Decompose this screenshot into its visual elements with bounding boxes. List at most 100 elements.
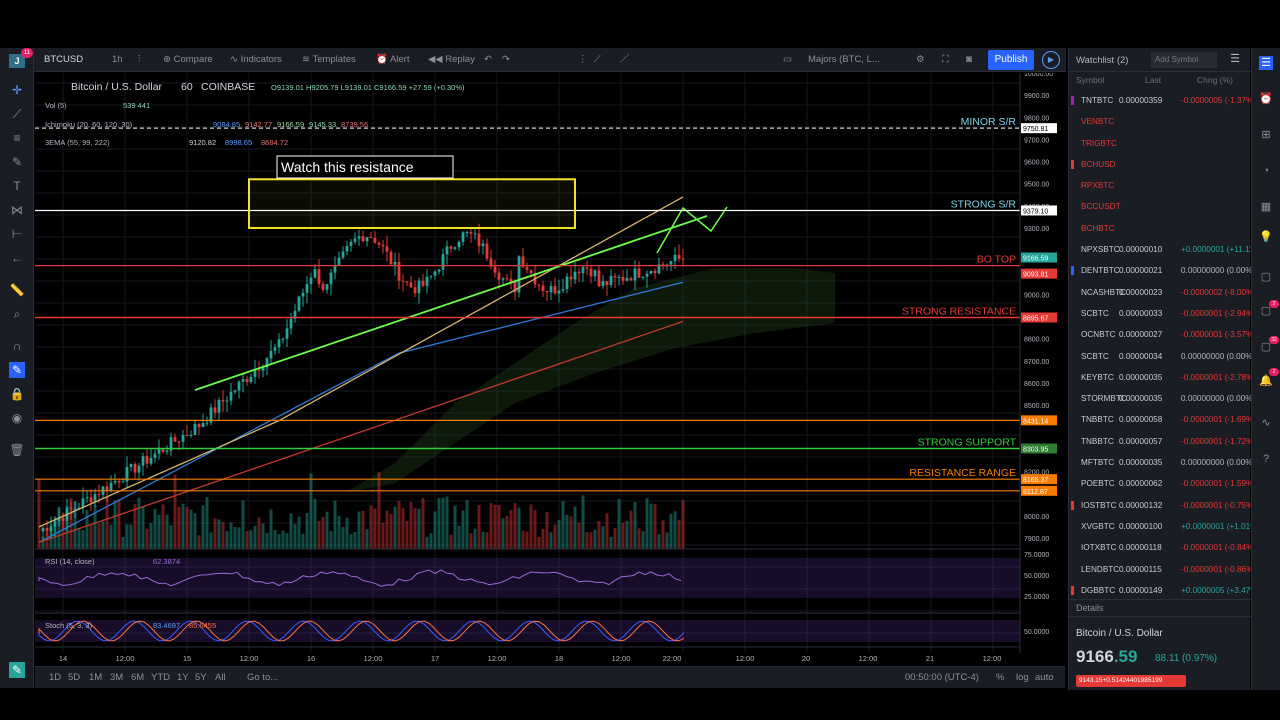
pattern-tool-icon[interactable]: ⟋ (594, 54, 601, 65)
log-toggle[interactable]: log (1016, 672, 1029, 683)
menu-icon[interactable]: ☰ (1230, 53, 1240, 65)
range-6m[interactable]: 6M (131, 672, 145, 683)
ideas-icon[interactable]: 💡 (1259, 231, 1273, 243)
brush-icon[interactable]: ✎ (11, 155, 23, 169)
publish-button[interactable]: Publish (988, 50, 1034, 70)
watchlist-row[interactable]: MFTBTC 0.00000035 0.00000000 (0.00%) (1069, 452, 1251, 473)
redo-icon[interactable]: ↷ (502, 54, 510, 65)
watchlist-row[interactable]: XVGBTC 0.00000100 +0.0000001 (+1.01%) (1069, 516, 1251, 537)
drag-handle-icon[interactable]: ⋮ (578, 54, 588, 65)
add-symbol-input[interactable]: Add Symbol (1151, 52, 1217, 68)
notifications-icon[interactable]: 🔔 (1259, 375, 1273, 387)
layout-icon[interactable]: ▭ (783, 54, 792, 65)
templates-button[interactable]: ≋ Templates (302, 54, 356, 65)
symbol-search[interactable]: BTCUSD (44, 54, 84, 65)
watchlist-icon[interactable]: ☰ (1259, 56, 1273, 70)
price-chart[interactable]: MINOR S/R STRONG S/R BO TOP STRONG RESISTAN… (35, 73, 1065, 665)
watchlist-row[interactable]: TNBBTC 0.00000057 -0.0000001 (-1.72%) (1069, 431, 1251, 452)
clock-readout[interactable]: 00:50:00 (UTC-4) (905, 672, 979, 683)
hotlist-icon[interactable]: ◔ (1262, 165, 1270, 177)
trash-icon[interactable]: 🗑 (9, 443, 25, 457)
watchlist-row[interactable]: TNBBTC 0.00000058 -0.0000001 (-1.69%) (1069, 409, 1251, 430)
watchlist-row[interactable]: DENTBTC 0.00000021 0.00000000 (0.00%) (1069, 260, 1251, 281)
watchlist-row[interactable]: NCASHBTC 0.00000023 -0.0000002 (-8.00%) (1069, 282, 1251, 303)
flag-icon[interactable] (1071, 585, 1074, 595)
watchlist-row[interactable]: LENDBTC 0.00000115 -0.0000001 (-0.86%) (1069, 559, 1251, 580)
layout-name[interactable]: Majors (BTC, L... (808, 54, 880, 65)
text-tool-icon[interactable]: T (13, 179, 21, 193)
app-logo-icon[interactable]: J (9, 54, 25, 68)
watchlist-row[interactable]: IOTXBTC 0.00000118 -0.0000001 (-0.84%) (1069, 537, 1251, 558)
watchlist-row[interactable]: BCCUSDT (1069, 196, 1251, 217)
range-1y[interactable]: 1Y (177, 672, 189, 683)
camera-icon[interactable]: ◙ (966, 54, 972, 65)
lock-drawing-icon[interactable]: ✎ (9, 362, 25, 378)
range-3m[interactable]: 3M (110, 672, 124, 683)
fullscreen-icon[interactable]: ⛶ (942, 54, 949, 65)
flag-icon[interactable] (1071, 159, 1074, 169)
watchlist-row[interactable]: IOSTBTC 0.00000132 -0.0000001 (-0.75%) (1069, 495, 1251, 516)
flag-icon[interactable] (1071, 96, 1074, 105)
percent-toggle[interactable]: % (996, 672, 1005, 683)
auto-toggle[interactable]: auto (1035, 672, 1054, 683)
zoom-icon[interactable]: ⌕ (13, 307, 21, 321)
range-5y[interactable]: 5Y (195, 672, 207, 683)
flag-icon[interactable] (1071, 500, 1074, 510)
compare-button[interactable]: ⊕ Compare (163, 54, 213, 65)
range-5d[interactable]: 5D (68, 672, 81, 683)
details-header[interactable]: Details (1069, 599, 1251, 617)
alert-button[interactable]: ⏰ Alert (376, 54, 410, 65)
watchlist-row[interactable]: SCBTC 0.00000034 0.00000000 (0.00%) (1069, 346, 1251, 367)
col-change[interactable]: Chng (%) (1197, 75, 1233, 85)
chat-icon[interactable]: ▢ (1260, 271, 1272, 283)
indicators-button[interactable]: ∿ Indicators (230, 54, 282, 65)
undo-icon[interactable]: ↶ (484, 54, 492, 65)
col-symbol[interactable]: Symbol (1076, 75, 1105, 85)
range-1m[interactable]: 1M (89, 672, 103, 683)
watchlist-title[interactable]: Watchlist (2) (1076, 55, 1129, 66)
lock-icon[interactable]: 🔒 (9, 387, 25, 401)
watchlist-row[interactable]: RPXBTC (1069, 175, 1251, 196)
magnet-icon[interactable]: ∩ (12, 339, 22, 353)
favorites-icon[interactable]: ✎ (9, 662, 25, 678)
pattern-icon[interactable]: ⋈ (11, 203, 23, 217)
range-1d[interactable]: 1D (49, 672, 62, 683)
calendar-icon[interactable]: ▦ (1260, 201, 1272, 213)
watchlist-row[interactable]: SCBTC 0.00000033 -0.0000001 (-2.94%) (1069, 303, 1251, 324)
streams-icon[interactable]: ▢ (1260, 305, 1272, 317)
watchlist-row[interactable]: VENBTC (1069, 111, 1251, 132)
trendline-icon[interactable]: ⟋ (12, 107, 22, 121)
ruler-icon[interactable]: 📏 (9, 283, 25, 297)
prediction-icon[interactable]: ⊢ (11, 227, 23, 241)
watchlist-row[interactable]: TNTBTC 0.00000359 -0.0000005 (-1.37%) (1069, 90, 1251, 111)
back-arrow-icon[interactable]: ← (11, 251, 23, 265)
fib-tool-icon[interactable]: ≡ (13, 131, 21, 145)
crosshair-icon[interactable]: ✛ (11, 83, 23, 97)
data-window-icon[interactable]: ⊞ (1261, 129, 1271, 141)
watchlist-row[interactable]: TRIGBTC (1069, 133, 1251, 154)
replay-button[interactable]: ◀◀ Replay (428, 54, 475, 65)
watchlist-row[interactable]: STORMBTC 0.00000035 0.00000000 (0.00%) (1069, 388, 1251, 409)
watchlist-row[interactable]: OCNBTC 0.00000027 -0.0000001 (-3.57%) (1069, 324, 1251, 345)
messages-icon[interactable]: ▢ (1260, 341, 1272, 353)
watchlist-row[interactable]: POEBTC 0.00000062 -0.0000001 (-1.59%) (1069, 473, 1251, 494)
gear-icon[interactable]: ⚙ (916, 54, 925, 65)
flag-icon[interactable] (1071, 266, 1074, 276)
range-all[interactable]: All (215, 672, 226, 683)
eye-icon[interactable]: ◉ (11, 411, 23, 425)
play-icon[interactable]: ▶ (1042, 51, 1060, 69)
range-ytd[interactable]: YTD (151, 672, 170, 683)
goto-button[interactable]: Go to... (247, 672, 279, 683)
watchlist-row[interactable]: KEYBTC 0.00000035 -0.0000001 (-2.78%) (1069, 367, 1251, 388)
interval-button[interactable]: 1h (112, 54, 123, 65)
chart-style-icon[interactable]: ⫶ (138, 54, 141, 65)
watchlist-row[interactable]: BCHUSD (1069, 154, 1251, 175)
watchlist-row[interactable]: BCHBTC (1069, 218, 1251, 239)
col-last[interactable]: Last (1145, 75, 1162, 85)
alerts-icon[interactable]: ⏰ (1259, 93, 1273, 105)
help-icon[interactable]: ? (1262, 453, 1270, 465)
chart-pane[interactable]: MINOR S/R STRONG S/R BO TOP STRONG RESISTAN… (35, 73, 1065, 665)
trendline-tool-icon[interactable]: ／ (620, 54, 630, 65)
